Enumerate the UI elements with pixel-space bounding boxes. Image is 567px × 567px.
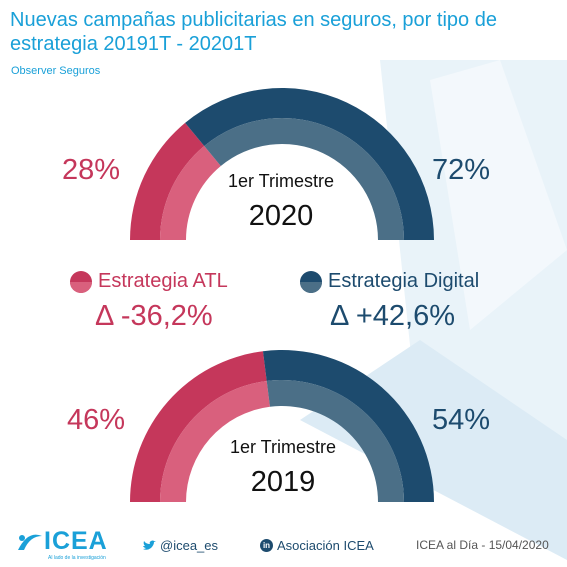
delta-digital: Δ +42,6% <box>330 300 455 332</box>
period-label-2019: 1er Trimestre <box>229 437 337 457</box>
atl-legend-swatch <box>70 270 92 293</box>
twitter-link[interactable]: @icea_es <box>142 538 218 553</box>
legend-atl-label: Estrategia ATL <box>98 270 228 292</box>
digital-legend-swatch <box>300 270 322 293</box>
icea-logo-icon <box>18 534 42 550</box>
twitter-icon <box>143 540 156 550</box>
atl-value-2019: 46% <box>67 404 126 436</box>
icea-logo: ICEA Al lado de la investigación <box>14 527 108 561</box>
digital-arc-outer-2020 <box>185 88 434 241</box>
atl-arc-outer-2020 <box>130 122 205 240</box>
atl-value-2020: 28% <box>62 154 121 186</box>
digital-arc-inner-2020 <box>204 117 404 240</box>
legend-digital: Estrategia Digital <box>300 270 479 293</box>
period-label-2020: 1er Trimestre <box>227 171 335 191</box>
digital-value-2019: 54% <box>432 404 491 436</box>
linkedin-icon: in <box>260 539 273 552</box>
legend-atl: Estrategia ATL <box>70 270 228 293</box>
atl-arc-outer-2019 <box>130 351 267 502</box>
footer-credit: ICEA al Día - 15/04/2020 <box>416 538 549 552</box>
digital-arc-inner-2019 <box>266 379 404 502</box>
linkedin-name: Asociación ICEA <box>277 538 374 553</box>
year-label-2019: 2019 <box>250 466 316 498</box>
year-label-2020: 2020 <box>248 200 314 232</box>
chart-title: Nuevas campañas publicitarias en seguros… <box>10 9 497 55</box>
icea-logo-text: ICEA <box>44 527 108 555</box>
icea-logo-tagline: Al lado de la investigación <box>48 555 106 561</box>
footer: ICEA Al lado de la investigación @icea_e… <box>0 522 567 567</box>
center-label-2019: 1er Trimestre 2019 <box>208 436 358 500</box>
legend-digital-label: Estrategia Digital <box>328 270 480 292</box>
linkedin-link[interactable]: in Asociación ICEA <box>260 538 374 553</box>
digital-arc-outer-2019 <box>262 350 434 502</box>
chart-source: Observer Seguros <box>11 65 101 77</box>
delta-atl: Δ -36,2% <box>95 300 213 332</box>
atl-arc-inner-2020 <box>160 145 221 240</box>
digital-value-2020: 72% <box>432 154 491 186</box>
center-label-2020: 1er Trimestre 2020 <box>206 170 356 234</box>
twitter-handle: @icea_es <box>160 538 219 553</box>
atl-arc-inner-2019 <box>160 380 270 502</box>
